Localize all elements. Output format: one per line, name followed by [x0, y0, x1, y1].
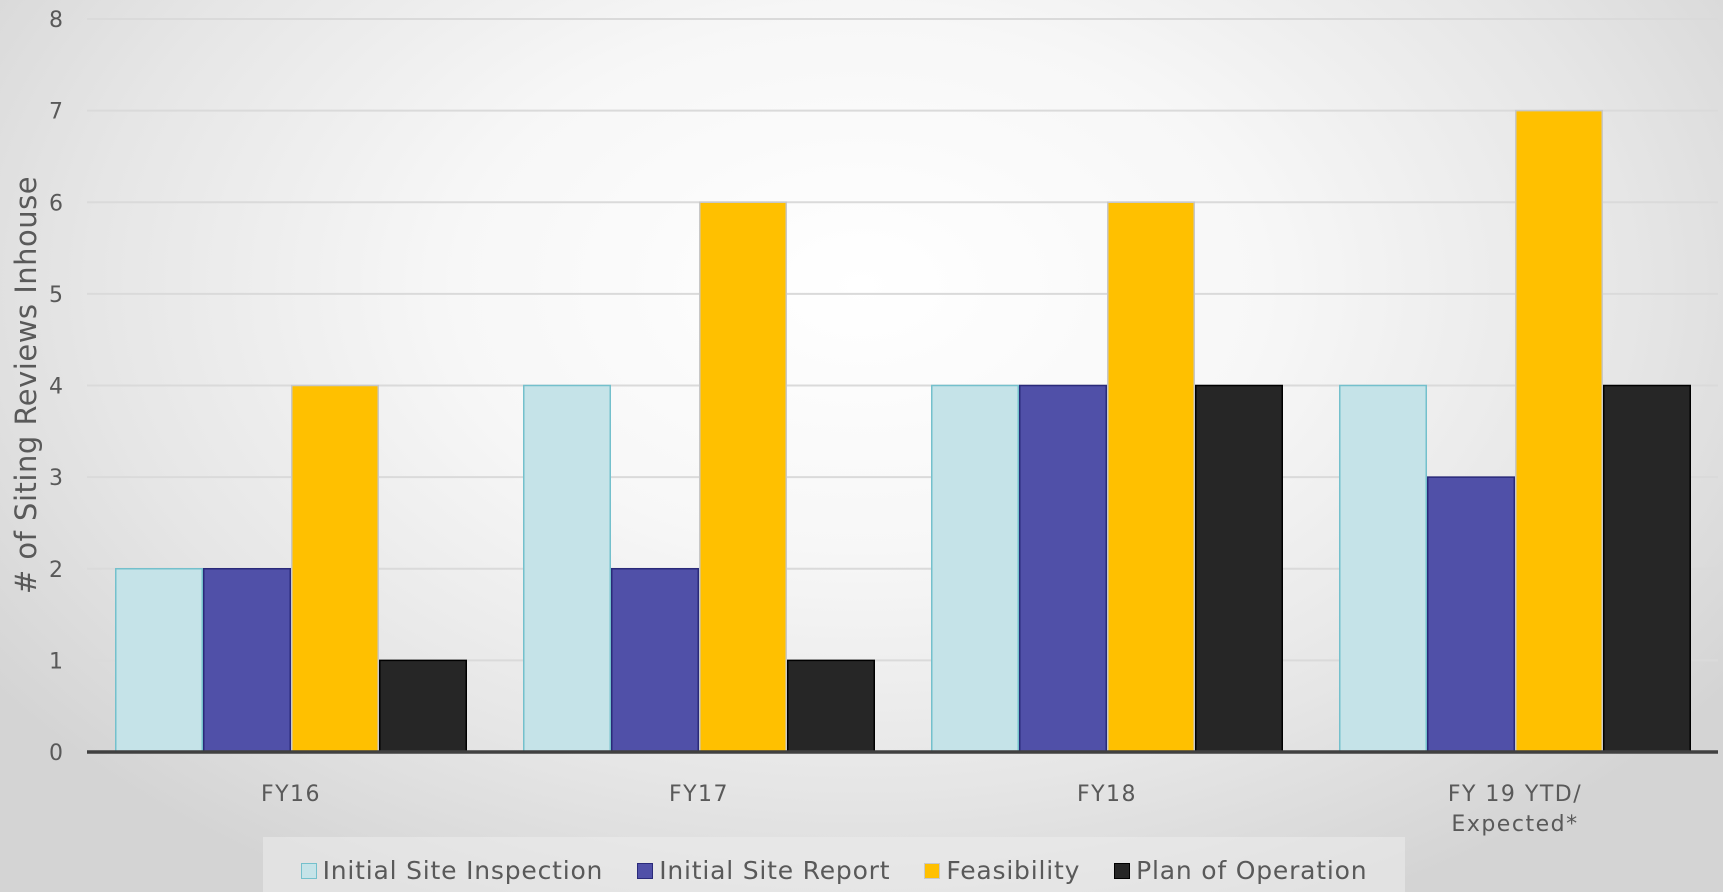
bar-initial-site-report	[611, 568, 699, 753]
x-tick-label: FY18	[1077, 782, 1137, 807]
y-tick-label: 0	[49, 741, 63, 766]
bar-initial-site-report	[203, 568, 291, 753]
legend-swatch	[924, 862, 941, 879]
legend-swatch	[637, 862, 654, 879]
bar-group	[115, 384, 467, 753]
y-tick-label: 2	[49, 558, 63, 583]
bar-feasibility	[699, 201, 787, 753]
legend-item: Initial Site Report	[637, 856, 890, 885]
bar-plan-of-operation	[379, 659, 467, 753]
bar-plan-of-operation	[1195, 384, 1283, 753]
legend-label: Feasibility	[946, 856, 1081, 885]
bar-group	[931, 201, 1283, 753]
legend-item: Initial Site Inspection	[300, 856, 604, 885]
legend-label: Initial Site Inspection	[322, 856, 604, 885]
legend-item: Feasibility	[924, 856, 1080, 885]
x-axis-ticks: FY16 FY17 FY18 FY 19 YTD/Expected*	[261, 782, 1582, 837]
legend-item: Plan of Operation	[1114, 856, 1367, 885]
legend-swatch	[300, 862, 317, 879]
bar-initial-site-report	[1019, 384, 1107, 753]
bar-plan-of-operation	[787, 659, 875, 753]
bar-plan-of-operation	[1603, 384, 1691, 753]
legend: Initial Site Inspection Initial Site Repo…	[263, 837, 1405, 892]
y-tick-label: 3	[49, 466, 63, 491]
x-tick-label: FY16	[261, 782, 321, 807]
y-tick-label: 4	[49, 375, 63, 400]
y-tick-label: 7	[49, 100, 63, 125]
bar-initial-site-report	[1427, 476, 1515, 753]
x-tick-label: FY 19 YTD/Expected*	[1448, 782, 1582, 837]
bar-feasibility	[291, 384, 379, 753]
bars	[115, 109, 1691, 753]
bar-group	[1339, 109, 1691, 753]
legend-label: Plan of Operation	[1136, 856, 1368, 885]
y-tick-label: 8	[49, 8, 63, 33]
y-tick-label: 5	[49, 283, 63, 308]
y-tick-label: 6	[49, 191, 63, 216]
bar-initial-site-inspection	[931, 384, 1019, 753]
bar-initial-site-inspection	[1339, 384, 1427, 753]
legend-label: Initial Site Report	[659, 856, 891, 885]
bar-group	[523, 201, 875, 753]
bar-initial-site-inspection	[523, 384, 611, 753]
bar-feasibility	[1107, 201, 1195, 753]
bar-initial-site-inspection	[115, 568, 203, 753]
legend-swatch	[1114, 862, 1131, 879]
y-axis-title: # of Siting Reviews Inhouse	[9, 176, 43, 594]
y-axis-ticks: 0 1 2 3 4 5 6 7 8	[49, 8, 63, 766]
y-tick-label: 1	[49, 649, 63, 674]
x-tick-label: FY17	[669, 782, 729, 807]
bar-feasibility	[1515, 109, 1603, 753]
